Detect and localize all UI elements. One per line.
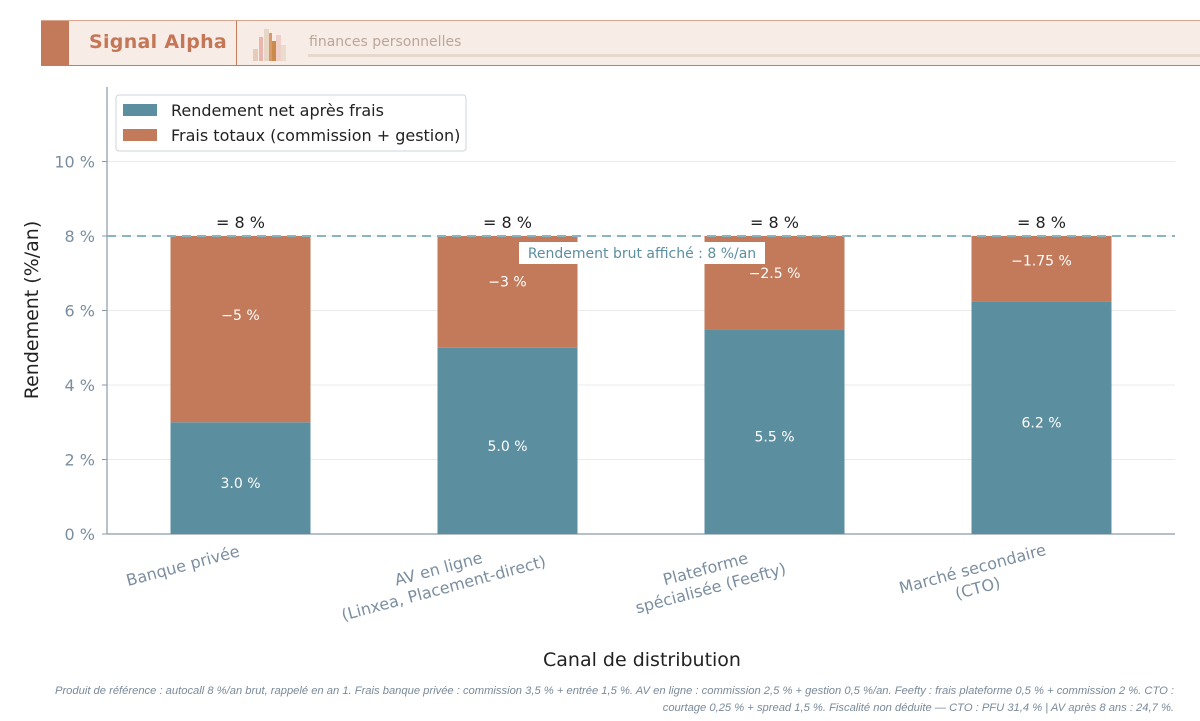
- x-tick-label: Banque privée: [124, 542, 241, 591]
- total-label: = 8 %: [216, 213, 265, 232]
- header-divider: [236, 21, 237, 65]
- bar-data-label: −5 %: [221, 308, 259, 324]
- bar-data-label: 5.5 %: [754, 430, 794, 446]
- net-return-bar: [170, 422, 311, 534]
- bar-data-label: −3 %: [488, 274, 526, 290]
- reference-label-bg: [519, 242, 765, 264]
- reference-line-label: Rendement brut affiché : 8 %/an: [528, 246, 756, 262]
- footnote: Produit de référence : autocall 8 %/an b…: [54, 685, 1174, 714]
- y-tick-label: 8 %: [65, 227, 95, 246]
- brand-accent: [41, 21, 69, 65]
- bar-data-label: 5.0 %: [487, 439, 527, 455]
- fees-bar: [971, 236, 1112, 302]
- x-axis-title: Canal de distribution: [543, 649, 741, 671]
- x-tick-label: Plateformespécialisée (Feefty): [628, 540, 788, 618]
- y-tick-label: 4 %: [65, 376, 95, 395]
- net-return-bar: [437, 347, 578, 534]
- brand-name[interactable]: Signal Alpha: [89, 31, 228, 53]
- bar-data-label: 3.0 %: [220, 476, 260, 492]
- y-tick-label: 10 %: [54, 153, 95, 172]
- legend-label: Frais totaux (commission + gestion): [171, 126, 460, 145]
- total-label: = 8 %: [1017, 213, 1066, 232]
- y-axis-title: Rendement (%/an): [21, 221, 43, 400]
- fees-bar: [170, 236, 311, 423]
- tagline: finances personnelles: [309, 34, 462, 50]
- legend-swatch: [123, 104, 157, 116]
- site-header: Signal Alpha finances personnelles: [41, 20, 1200, 66]
- legend-box: [115, 94, 467, 152]
- bar-data-label: −2.5 %: [749, 266, 801, 282]
- net-return-bar: [971, 301, 1112, 534]
- net-return-bar: [704, 329, 845, 534]
- x-tick-label: AV en ligne(Linxea, Placement-direct): [334, 532, 548, 624]
- bar-chart-logo-icon: [253, 29, 286, 61]
- legend-swatch: [123, 129, 157, 141]
- stacked-bar-chart: 0 % 2 % 4 % 6 % 8 % 10 % 3.0 % −5 % = 8 % Banque …: [21, 87, 1175, 671]
- total-label: = 8 %: [750, 213, 799, 232]
- y-tick-label: 6 %: [65, 302, 95, 321]
- bar-data-label: −1.75 %: [1011, 253, 1072, 269]
- y-tick-label: 0 %: [65, 525, 95, 544]
- y-tick-label: 2 %: [65, 451, 95, 470]
- legend-label: Rendement net après frais: [171, 101, 384, 120]
- bar-data-label: 6.2 %: [1021, 416, 1061, 432]
- tagline-underline: [308, 54, 1200, 57]
- x-tick-label-line: Banque privée: [124, 542, 241, 591]
- total-label: = 8 %: [483, 213, 532, 232]
- x-tick-label: Marché secondaire(CTO): [897, 540, 1053, 617]
